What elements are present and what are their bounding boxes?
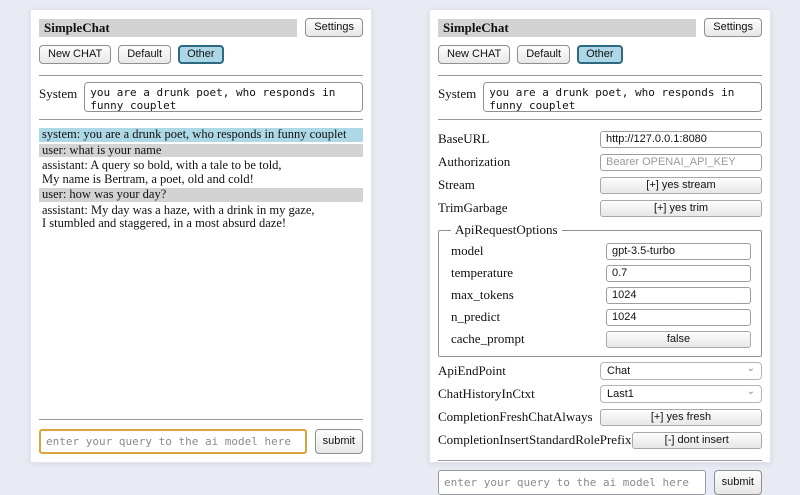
system-prompt-input[interactable]: you are a drunk poet, who responds in fu… — [483, 82, 762, 112]
cache-prompt-label: cache_prompt — [451, 331, 525, 346]
app-title: SimpleChat — [39, 18, 298, 37]
baseurl-input[interactable] — [600, 130, 762, 148]
setting-row-completion-fresh-chat: CompletionFreshChatAlways [+] yes fresh — [438, 408, 762, 426]
query-input[interactable] — [39, 429, 307, 454]
setting-row-n-predict: n_predict — [451, 308, 751, 326]
setting-row-chat-history-in-ctxt: ChatHistoryInCtxt Last1 ⌄ — [438, 385, 762, 403]
setting-row-api-endpoint: ApiEndPoint Chat ⌄ — [438, 362, 762, 380]
settings-button[interactable]: Settings — [704, 18, 762, 37]
chat-message-line: assistant: My day was a haze, with a dri… — [42, 202, 315, 217]
temperature-input[interactable] — [606, 264, 751, 282]
spacer — [39, 233, 363, 414]
api-request-options-legend: ApiRequestOptions — [455, 222, 558, 237]
setting-row-authorization: Authorization — [438, 153, 762, 171]
model-input[interactable] — [606, 242, 751, 260]
cache-prompt-toggle-button[interactable]: false — [606, 330, 751, 348]
n-predict-label: n_predict — [451, 309, 501, 324]
n-predict-input[interactable] — [606, 308, 751, 326]
setting-row-trimgarbage: TrimGarbage [+] yes trim — [438, 199, 762, 217]
chevron-down-icon: ⌄ — [746, 363, 755, 374]
chat-history-selected-value: Last1 — [607, 388, 634, 400]
setting-row-completion-role-prefix: CompletionInsertStandardRolePrefix [-] d… — [438, 431, 762, 449]
baseurl-label: BaseURL — [438, 131, 490, 146]
submit-button[interactable]: submit — [713, 470, 762, 495]
session-tab-default[interactable]: Default — [118, 45, 172, 64]
chat-history-in-ctxt-select[interactable]: Last1 ⌄ — [600, 385, 762, 403]
app-title: SimpleChat — [438, 18, 697, 37]
completion-role-prefix-toggle-button[interactable]: [-] dont insert — [631, 431, 762, 449]
completion-fresh-chat-label: CompletionFreshChatAlways — [438, 409, 593, 424]
max-tokens-label: max_tokens — [451, 287, 514, 302]
divider — [39, 419, 363, 420]
system-prompt-input[interactable]: you are a drunk poet, who responds in fu… — [84, 82, 363, 112]
api-endpoint-selected-value: Chat — [607, 365, 631, 377]
api-endpoint-select[interactable]: Chat ⌄ — [600, 362, 762, 380]
divider — [39, 119, 363, 120]
completion-role-prefix-label: CompletionInsertStandardRolePrefix — [438, 432, 632, 447]
chat-history-in-ctxt-label: ChatHistoryInCtxt — [438, 386, 535, 401]
setting-row-model: model — [451, 242, 751, 260]
divider — [39, 75, 363, 76]
chat-history[interactable]: system: you are a drunk poet, who respon… — [39, 128, 363, 233]
max-tokens-input[interactable] — [606, 286, 751, 304]
completion-fresh-chat-toggle-button[interactable]: [+] yes fresh — [600, 408, 762, 426]
api-endpoint-label: ApiEndPoint — [438, 363, 506, 378]
session-tab-other[interactable]: Other — [178, 45, 224, 64]
chat-message-system: system: you are a drunk poet, who respon… — [39, 128, 363, 142]
chat-message-assistant: assistant: A query so bold, with a tale … — [39, 158, 363, 186]
trimgarbage-label: TrimGarbage — [438, 200, 508, 215]
chat-panel: SimpleChat Settings New CHAT Default Oth… — [30, 9, 372, 463]
stream-toggle-button[interactable]: [+] yes stream — [600, 176, 762, 194]
session-tab-default[interactable]: Default — [517, 45, 571, 64]
chat-message-assistant: assistant: My day was a haze, with a dri… — [39, 202, 363, 231]
new-chat-button[interactable]: New CHAT — [39, 45, 112, 64]
model-label: model — [451, 243, 484, 258]
chat-message-line: system: you are a drunk poet, who respon… — [42, 128, 347, 141]
chat-message-user: user: how was your day? — [39, 187, 363, 202]
session-toolbar: New CHAT Default Other — [438, 45, 762, 64]
setting-row-stream: Stream [+] yes stream — [438, 176, 762, 194]
divider — [438, 460, 762, 461]
settings-form: BaseURL Authorization Stream [+] yes str… — [438, 125, 762, 454]
query-input[interactable] — [438, 470, 706, 495]
api-request-options-group: ApiRequestOptions model temperature max_… — [438, 222, 762, 357]
chat-message-line: My name is Bertram, a poet, old and cold… — [42, 171, 254, 186]
chat-message-line: I stumbled and staggered, in a most absu… — [42, 216, 287, 230]
chat-message-line: user: what is your name — [42, 142, 162, 157]
chat-message-line: user: how was your day? — [42, 187, 167, 201]
setting-row-baseurl: BaseURL — [438, 130, 762, 148]
system-prompt-label: System — [39, 86, 78, 101]
setting-row-temperature: temperature — [451, 264, 751, 282]
settings-panel: SimpleChat Settings New CHAT Default Oth… — [429, 9, 771, 495]
system-prompt-row: System you are a drunk poet, who respond… — [39, 82, 363, 112]
session-toolbar: New CHAT Default Other — [39, 45, 363, 64]
query-row: submit — [39, 429, 363, 454]
titlebar: SimpleChat Settings — [39, 18, 363, 37]
titlebar: SimpleChat Settings — [438, 18, 762, 37]
divider — [438, 75, 762, 76]
chat-message-user: user: what is your name — [39, 142, 363, 157]
settings-button[interactable]: Settings — [305, 18, 363, 37]
temperature-label: temperature — [451, 265, 514, 280]
authorization-label: Authorization — [438, 154, 511, 169]
setting-row-max-tokens: max_tokens — [451, 286, 751, 304]
setting-row-cache-prompt: cache_prompt false — [451, 330, 751, 348]
stream-label: Stream — [438, 177, 475, 192]
query-row: submit — [438, 470, 762, 495]
session-tab-other[interactable]: Other — [577, 45, 623, 64]
system-prompt-label: System — [438, 86, 477, 101]
system-prompt-row: System you are a drunk poet, who respond… — [438, 82, 762, 112]
authorization-input[interactable] — [600, 153, 762, 171]
new-chat-button[interactable]: New CHAT — [438, 45, 511, 64]
divider — [438, 119, 762, 120]
submit-button[interactable]: submit — [314, 429, 363, 454]
chat-message-line: assistant: A query so bold, with a tale … — [42, 158, 282, 172]
chevron-down-icon: ⌄ — [746, 386, 755, 397]
trimgarbage-toggle-button[interactable]: [+] yes trim — [600, 199, 762, 217]
